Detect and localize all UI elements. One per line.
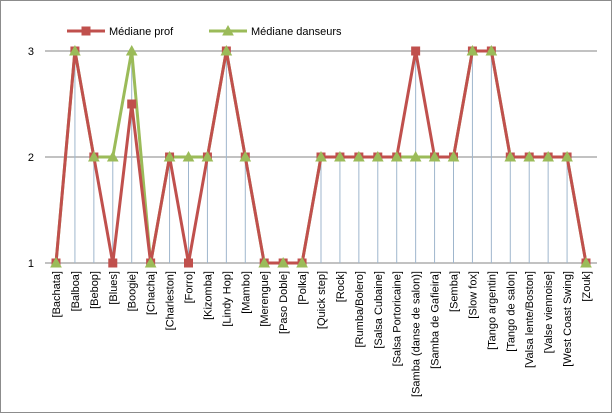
- x-tick-tango-de-salon: [Tango de salon]: [505, 271, 517, 352]
- x-tick-paso-doble: [Paso Doble]: [278, 271, 290, 334]
- x-tick-salsa-cubaine: [Salsa Cubaine]: [373, 271, 385, 349]
- x-tick-charleston: [Charleston]: [165, 271, 177, 330]
- x-tick-blues: [Blues]: [108, 271, 120, 305]
- marker-m-diane-danseurs-paso-doble: [277, 256, 289, 268]
- legend-label-m-diane-prof: Médiane prof: [109, 26, 174, 38]
- x-tick-valse-viennoise: [Valse viennoise]: [543, 271, 555, 353]
- x-tick-semba: [Semba]: [449, 271, 461, 312]
- marker-m-diane-prof-blues: [108, 258, 118, 268]
- marker-m-diane-danseurs-bebop: [88, 150, 100, 162]
- x-tick-samba-danse-de-salon: [Samba (danse de salon)]: [411, 271, 423, 397]
- y-tick-1: 1: [28, 258, 34, 270]
- x-tick-rock: [Rock]: [335, 271, 347, 302]
- x-tick-quick-step: [Quick step]: [316, 271, 328, 329]
- marker-m-diane-danseurs-kizomba: [201, 150, 214, 162]
- x-tick-forro: [Forro]: [184, 271, 196, 303]
- marker-m-diane-danseurs-salsa-cubaine: [371, 150, 384, 162]
- marker-m-diane-danseurs-rock: [334, 150, 346, 162]
- x-tick-valsa-lente-boston: [Valsa lente/Boston]: [524, 271, 536, 368]
- marker-m-diane-danseurs-west-coast-swing: [561, 150, 573, 162]
- x-tick-balboa: [Balboa]: [70, 271, 82, 311]
- x-tick-slow-fox: [Slow fox]: [467, 271, 479, 319]
- x-tick-mambo: [Mambo]: [240, 271, 252, 314]
- marker-m-diane-danseurs-valse-viennoise: [542, 150, 554, 162]
- x-tick-kizomba: [Kizomba]: [202, 271, 214, 320]
- marker-m-diane-danseurs-boogie: [125, 44, 138, 56]
- x-tick-polka: [Polka]: [297, 271, 309, 305]
- legend: Médiane prof Médiane danseurs: [67, 24, 342, 38]
- marker-m-diane-danseurs-salsa-portoricaine: [390, 150, 403, 162]
- marker-m-diane-prof-boogie: [127, 99, 137, 109]
- marker-m-diane-danseurs-tango-argentin: [485, 44, 498, 56]
- legend-label-m-diane-danseurs: Médiane danseurs: [251, 26, 342, 38]
- marker-m-diane-danseurs-quick-step: [315, 150, 327, 162]
- drop-lines: [74, 51, 568, 263]
- marker-m-diane-prof-samba-danse-de-salon: [411, 46, 421, 56]
- x-tick-bachata: [Bachata]: [51, 271, 63, 317]
- marker-m-diane-danseurs-samba-danse-de-salon: [409, 150, 422, 162]
- marker-m-diane-danseurs-semba: [447, 150, 460, 162]
- marker-m-diane-danseurs-valsa-lente-boston: [523, 150, 536, 162]
- marker-m-diane-danseurs-merengue: [258, 256, 271, 268]
- marker-m-diane-danseurs-samba-de-gafieira: [428, 150, 441, 162]
- marker-m-diane-danseurs-zouk: [580, 256, 592, 268]
- y-tick-3: 3: [28, 46, 34, 58]
- legend-item-m-diane-danseurs: Médiane danseurs: [209, 24, 342, 38]
- marker-m-diane-danseurs-slow-fox: [466, 44, 479, 56]
- marker-m-diane-danseurs-balboa: [69, 44, 81, 56]
- marker-m-diane-danseurs-chacha: [144, 256, 157, 268]
- marker-m-diane-danseurs-forro: [182, 150, 195, 162]
- y-axis-tick-labels: 1 2 3: [28, 46, 34, 270]
- legend-marker-m-diane-prof: [81, 26, 91, 36]
- marker-m-diane-danseurs-mambo: [239, 150, 252, 162]
- x-tick-salsa-portoricaine: [Salsa Portoricaine]: [392, 271, 404, 366]
- legend-item-m-diane-prof: Médiane prof: [67, 26, 174, 38]
- marker-m-diane-danseurs-charleston: [163, 150, 176, 162]
- marker-m-diane-danseurs-rumba-bolero: [353, 150, 365, 162]
- x-tick-samba-de-gafieira: [Samba de Gafieira]: [430, 271, 442, 369]
- x-tick-merengue: [Merengue]: [259, 271, 271, 327]
- x-axis-tick-labels: [Bachata] [Balboa] [Bebop] [Blues] [Boogie] […: [51, 271, 593, 397]
- marker-m-diane-danseurs-lindy-hop: [220, 44, 233, 56]
- legend-marker-m-diane-danseurs: [222, 24, 234, 36]
- x-tick-west-coast-swing: [West Coast Swing]: [562, 271, 574, 367]
- x-tick-rumba-bolero: [Rumba/Bolero]: [354, 271, 366, 347]
- marker-m-diane-prof-forro: [184, 258, 193, 268]
- x-tick-bebop: [Bebop]: [89, 271, 101, 309]
- x-tick-chacha: [Chacha]: [146, 271, 158, 315]
- x-tick-tango-argentin: [Tango argentin]: [486, 271, 498, 350]
- marker-m-diane-danseurs-polka: [296, 256, 308, 268]
- y-tick-2: 2: [28, 152, 34, 164]
- series-markers: [50, 44, 592, 268]
- marker-m-diane-danseurs-bachata: [50, 256, 62, 268]
- x-tick-lindy-hop: [Lindy Hop]: [221, 271, 233, 327]
- marker-m-diane-danseurs-blues: [106, 150, 119, 162]
- x-tick-boogie: [Boogie]: [127, 271, 139, 311]
- marker-m-diane-danseurs-tango-de-salon: [504, 150, 517, 162]
- x-tick-zouk: [Zouk]: [581, 271, 593, 302]
